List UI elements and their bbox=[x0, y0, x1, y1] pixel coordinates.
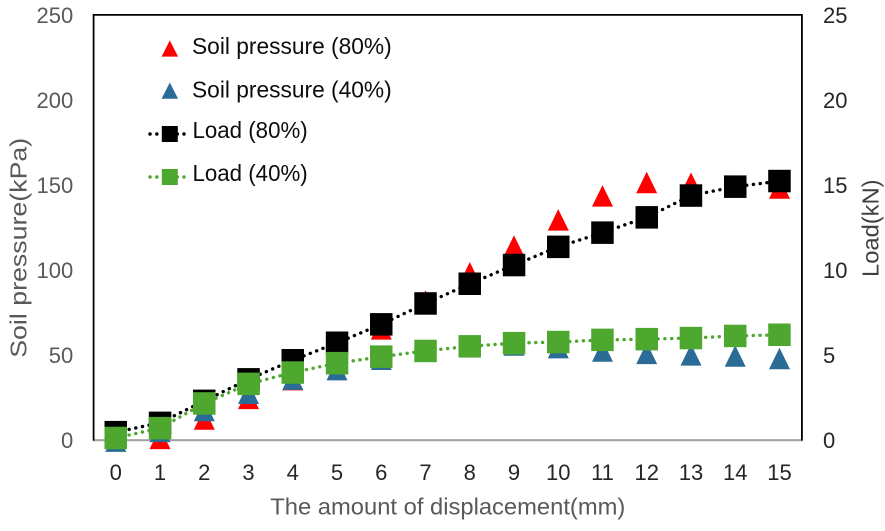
svg-text:25: 25 bbox=[823, 3, 847, 28]
svg-text:11: 11 bbox=[591, 460, 614, 485]
svg-text:15: 15 bbox=[823, 173, 847, 198]
svg-text:0: 0 bbox=[61, 428, 73, 453]
svg-text:12: 12 bbox=[634, 460, 658, 485]
svg-text:1: 1 bbox=[154, 460, 166, 485]
svg-text:5: 5 bbox=[823, 343, 835, 368]
svg-text:6: 6 bbox=[375, 460, 387, 485]
svg-text:100: 100 bbox=[36, 258, 73, 283]
svg-text:Load (40%): Load (40%) bbox=[193, 160, 308, 186]
svg-text:20: 20 bbox=[823, 88, 847, 113]
svg-text:14: 14 bbox=[723, 460, 747, 485]
svg-text:8: 8 bbox=[464, 460, 476, 485]
svg-text:3: 3 bbox=[242, 460, 254, 485]
svg-text:Load (80%): Load (80%) bbox=[193, 117, 308, 143]
svg-text:5: 5 bbox=[331, 460, 343, 485]
svg-text:9: 9 bbox=[508, 460, 520, 485]
svg-text:Soil pressure (40%): Soil pressure (40%) bbox=[192, 77, 392, 103]
svg-text:Soil pressure (80%): Soil pressure (80%) bbox=[192, 33, 392, 59]
svg-text:0: 0 bbox=[823, 428, 835, 453]
svg-text:10: 10 bbox=[823, 258, 847, 283]
svg-text:250: 250 bbox=[36, 3, 73, 28]
svg-text:13: 13 bbox=[679, 460, 703, 485]
svg-text:Load(kN): Load(kN) bbox=[858, 179, 884, 277]
svg-text:50: 50 bbox=[49, 343, 73, 368]
svg-text:4: 4 bbox=[287, 460, 299, 485]
svg-text:The amount of displacement(mm): The amount of displacement(mm) bbox=[270, 493, 625, 519]
svg-text:150: 150 bbox=[36, 173, 73, 198]
svg-text:0: 0 bbox=[110, 460, 122, 485]
svg-text:200: 200 bbox=[36, 88, 73, 113]
svg-text:2: 2 bbox=[198, 460, 210, 485]
svg-text:15: 15 bbox=[767, 460, 791, 485]
svg-text:10: 10 bbox=[546, 460, 570, 485]
svg-text:7: 7 bbox=[419, 460, 431, 485]
svg-text:Soil pressure(kPa): Soil pressure(kPa) bbox=[5, 138, 31, 358]
